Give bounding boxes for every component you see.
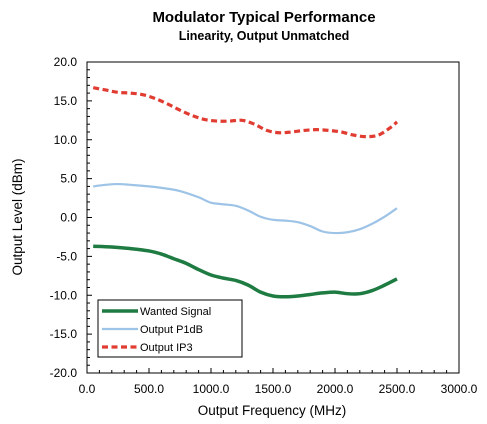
x-tick-label: 2500.0 [379,382,416,396]
y-tick-label: 20.0 [54,55,78,69]
x-tick-label: 1500.0 [255,382,292,396]
chart-title: Modulator Typical Performance [152,9,375,26]
y-tick-label: -10.0 [50,288,78,302]
x-tick-label: 500.0 [134,382,164,396]
y-tick-label: -5.0 [56,249,77,263]
y-tick-label: -15.0 [50,327,78,341]
legend-label: Output P1dB [140,324,203,336]
y-tick-label: -20.0 [50,366,78,380]
series-line-1 [93,244,398,299]
x-axis-label: Output Frequency (MHz) [198,403,347,418]
x-tick-label: 2000.0 [317,382,354,396]
y-tick-label: 0.0 [60,211,77,225]
x-tick-label: 1000.0 [193,382,230,396]
y-tick-label: 15.0 [54,94,78,108]
y-axis-label: Output Level (dBm) [10,158,25,275]
legend-label: Output IP3 [140,342,193,354]
series-line-3 [92,86,399,139]
series-line-2 [93,182,398,235]
x-tick-label: 0.0 [79,382,96,396]
y-tick-label: 10.0 [54,133,78,147]
x-tick-label: 3000.0 [441,382,478,396]
plot-area: 20.015.010.05.00.0-5.0-10.0-15.0-20.00.0… [50,55,478,396]
y-tick-label: 5.0 [60,172,77,186]
legend: Wanted Signal Output P1dB Output IP3 [97,299,243,358]
legend-label: Wanted Signal [140,306,211,318]
chart-subtitle: Linearity, Output Unmatched [179,29,350,43]
